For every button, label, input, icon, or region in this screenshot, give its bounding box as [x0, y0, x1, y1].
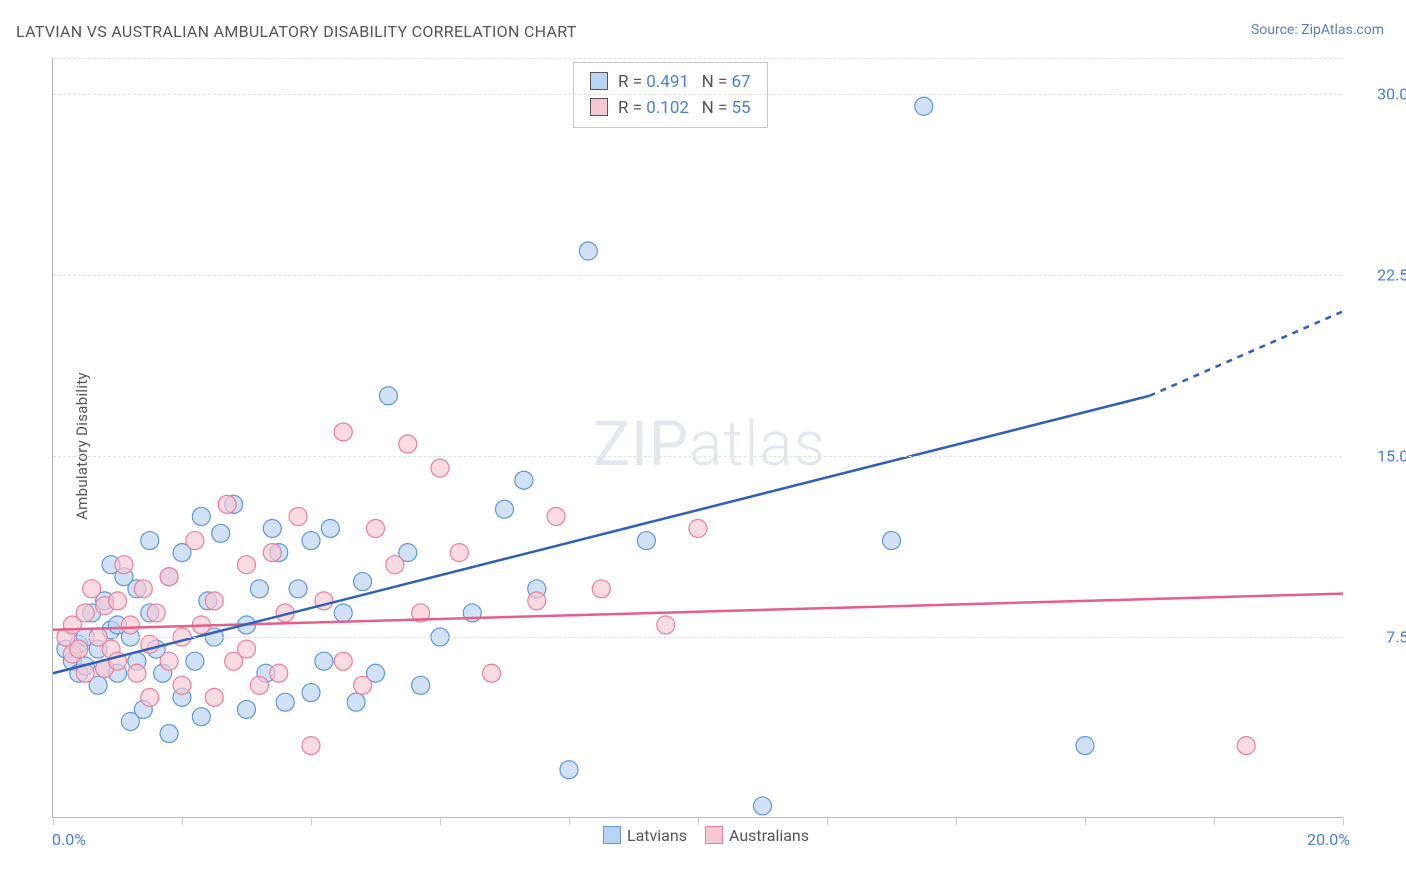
legend-series-label: Australians [729, 826, 809, 845]
australians-point [483, 664, 501, 682]
australians-point [289, 507, 307, 525]
latvians-point [302, 532, 320, 550]
legend-r-value: 0.102 [646, 98, 689, 118]
australians-point [592, 580, 610, 598]
australians-point [547, 507, 565, 525]
latvians-point [212, 524, 230, 542]
source-prefix: Source: [1251, 22, 1301, 38]
latvians-point [160, 725, 178, 743]
latvians-point [289, 580, 307, 598]
legend-row: R = 0.491 N = 67 [590, 69, 751, 95]
latvians-point [412, 676, 430, 694]
australians-point [205, 688, 223, 706]
latvians-point [379, 387, 397, 405]
australians-point [128, 664, 146, 682]
australians-point [302, 737, 320, 755]
legend-n-value: 67 [732, 72, 751, 92]
australians-point [657, 616, 675, 634]
legend-swatch [590, 98, 608, 116]
legend-swatch [590, 72, 608, 90]
legend-r-label: R = [618, 72, 646, 92]
plot-area: ZIPatlas R = 0.491 N = 67R = 0.102 N = 5… [52, 58, 1342, 818]
latvians-point [315, 652, 333, 670]
latvians-point [302, 684, 320, 702]
australians-point [238, 556, 256, 574]
latvians-point [754, 797, 772, 815]
series-legend: Latvians Australians [52, 826, 1342, 845]
latvians-point [334, 604, 352, 622]
australians-point [134, 580, 152, 598]
australians-point [115, 556, 133, 574]
latvians-point [347, 693, 365, 711]
australians-point [141, 688, 159, 706]
latvians-point [192, 507, 210, 525]
latvians-point [515, 471, 533, 489]
legend-n-value: 55 [732, 98, 751, 118]
australians-point [70, 640, 88, 658]
legend-n-label: N = [689, 98, 732, 118]
source-name: ZipAtlas.com [1301, 22, 1384, 38]
latvians-point [354, 573, 372, 591]
latvians-point [637, 532, 655, 550]
australians-point [147, 604, 165, 622]
latvians-point [186, 652, 204, 670]
latvians-point [192, 708, 210, 726]
chart-svg [53, 58, 1342, 817]
australians-point [186, 532, 204, 550]
chart-title: LATVIAN VS AUSTRALIAN AMBULATORY DISABIL… [16, 22, 577, 41]
latvians-point [560, 761, 578, 779]
latvians-point [276, 693, 294, 711]
australians-point [83, 580, 101, 598]
australians-point [334, 423, 352, 441]
australians-point [334, 652, 352, 670]
australians-point [238, 640, 256, 658]
australians-point [528, 592, 546, 610]
australians-point [270, 664, 288, 682]
source-label: Source: ZipAtlas.com [1251, 22, 1384, 38]
legend-swatch [705, 826, 723, 844]
australians-point [1237, 737, 1255, 755]
australians-point [160, 568, 178, 586]
australians-point [205, 592, 223, 610]
legend-series-label: Latvians [627, 826, 687, 845]
y-tick-label: 15.0% [1350, 447, 1406, 466]
legend-r-label: R = [618, 98, 646, 118]
latvians-point [1076, 737, 1094, 755]
australians-point [399, 435, 417, 453]
australians-point [218, 495, 236, 513]
australians-point [263, 544, 281, 562]
australians-point [354, 676, 372, 694]
australians-point [367, 519, 385, 537]
latvians-point [883, 532, 901, 550]
australians-point [160, 652, 178, 670]
australians-point [109, 592, 127, 610]
australians-point [386, 556, 404, 574]
australians-point [689, 519, 707, 537]
latvians-point [321, 519, 339, 537]
y-tick-label: 22.5% [1350, 266, 1406, 285]
australians-point [431, 459, 449, 477]
latvians-point [579, 242, 597, 260]
australians-point [76, 604, 94, 622]
legend-row: R = 0.102 N = 55 [590, 95, 751, 121]
latvians-point [915, 97, 933, 115]
latvians-trendline-dashed [1150, 311, 1344, 395]
latvians-point [238, 700, 256, 718]
australians-point [250, 676, 268, 694]
legend-swatch [603, 826, 621, 844]
legend-r-value: 0.491 [646, 72, 689, 92]
australians-point [450, 544, 468, 562]
legend-n-label: N = [689, 72, 732, 92]
latvians-point [141, 532, 159, 550]
latvians-point [496, 500, 514, 518]
australians-point [121, 616, 139, 634]
y-tick-label: 30.0% [1350, 85, 1406, 104]
y-tick-label: 7.5% [1350, 628, 1406, 647]
latvians-point [263, 519, 281, 537]
australians-point [173, 676, 191, 694]
latvians-point [250, 580, 268, 598]
